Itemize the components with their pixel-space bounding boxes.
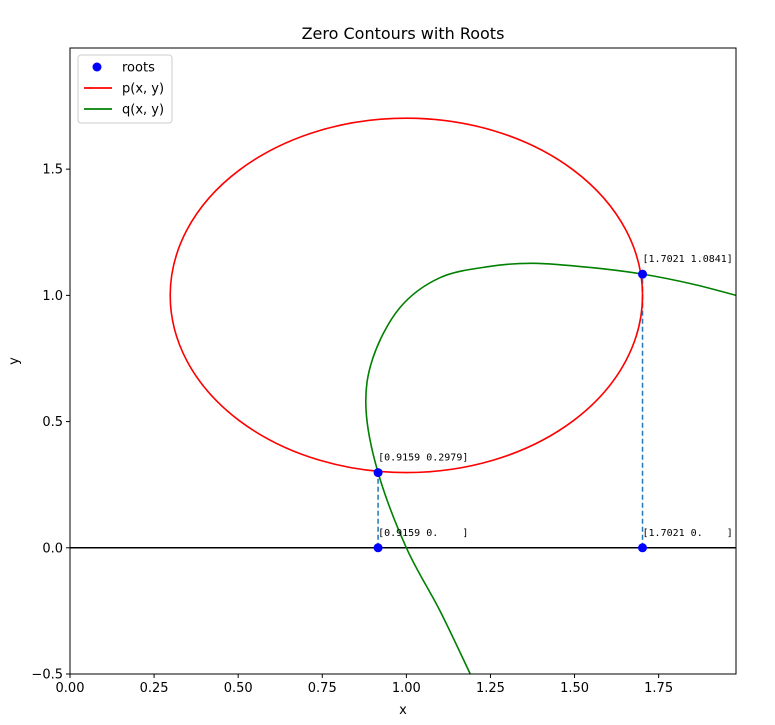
legend-swatch-0 [92, 62, 102, 72]
y-axis-label: y [7, 357, 22, 365]
series-p-curve [169, 117, 644, 474]
x-tick-label-1: 0.25 [140, 681, 169, 696]
legend: roots p(x, y) q(x, y) [77, 54, 173, 124]
root-annotation-0: [0.9159 0.2979] [378, 453, 468, 464]
root-annotation-1: [1.7021 1.0841] [643, 254, 733, 265]
root-point-1 [638, 269, 648, 279]
y-tick-label-1: 0.0 [42, 541, 63, 556]
axis-ticks: 0.00 0.25 0.50 0.75 1.00 1.25 1.50 1.75 −0.5 0.0 0… [31, 163, 673, 696]
plot-frame [69, 47, 737, 675]
root-annotation-3: [1.7021 0. ] [643, 528, 733, 539]
annotations: [0.9159 0.2979] [1.7021 1.0841] [0.9159 0.… [378, 254, 733, 539]
legend-box [77, 54, 173, 124]
x-tick-label-3: 0.75 [308, 681, 337, 696]
x-tick-label-6: 1.50 [560, 681, 589, 696]
legend-label-1: p(x, y) [122, 82, 164, 97]
root-point-0 [373, 468, 383, 478]
root-point-3 [638, 543, 648, 553]
y-tick-label-3: 1.0 [42, 289, 63, 304]
y-tick-label-0: −0.5 [31, 668, 63, 683]
x-axis-label: x [399, 703, 407, 718]
y-tick-label-4: 1.5 [42, 163, 63, 178]
root-point-2 [373, 543, 383, 553]
chart-title: Zero Contours with Roots [302, 24, 505, 43]
y-tick-label-2: 0.5 [42, 415, 63, 430]
x-tick-label-4: 1.00 [392, 681, 421, 696]
legend-label-2: q(x, y) [122, 103, 164, 118]
root-annotation-2: [0.9159 0. ] [378, 528, 468, 539]
series-q-curve [365, 262, 736, 674]
legend-label-0: roots [122, 61, 155, 76]
plot-area [70, 117, 736, 674]
x-tick-label-2: 0.50 [224, 681, 253, 696]
x-tick-label-7: 1.75 [644, 681, 673, 696]
x-tick-label-5: 1.25 [476, 681, 505, 696]
x-tick-label-0: 0.00 [56, 681, 85, 696]
